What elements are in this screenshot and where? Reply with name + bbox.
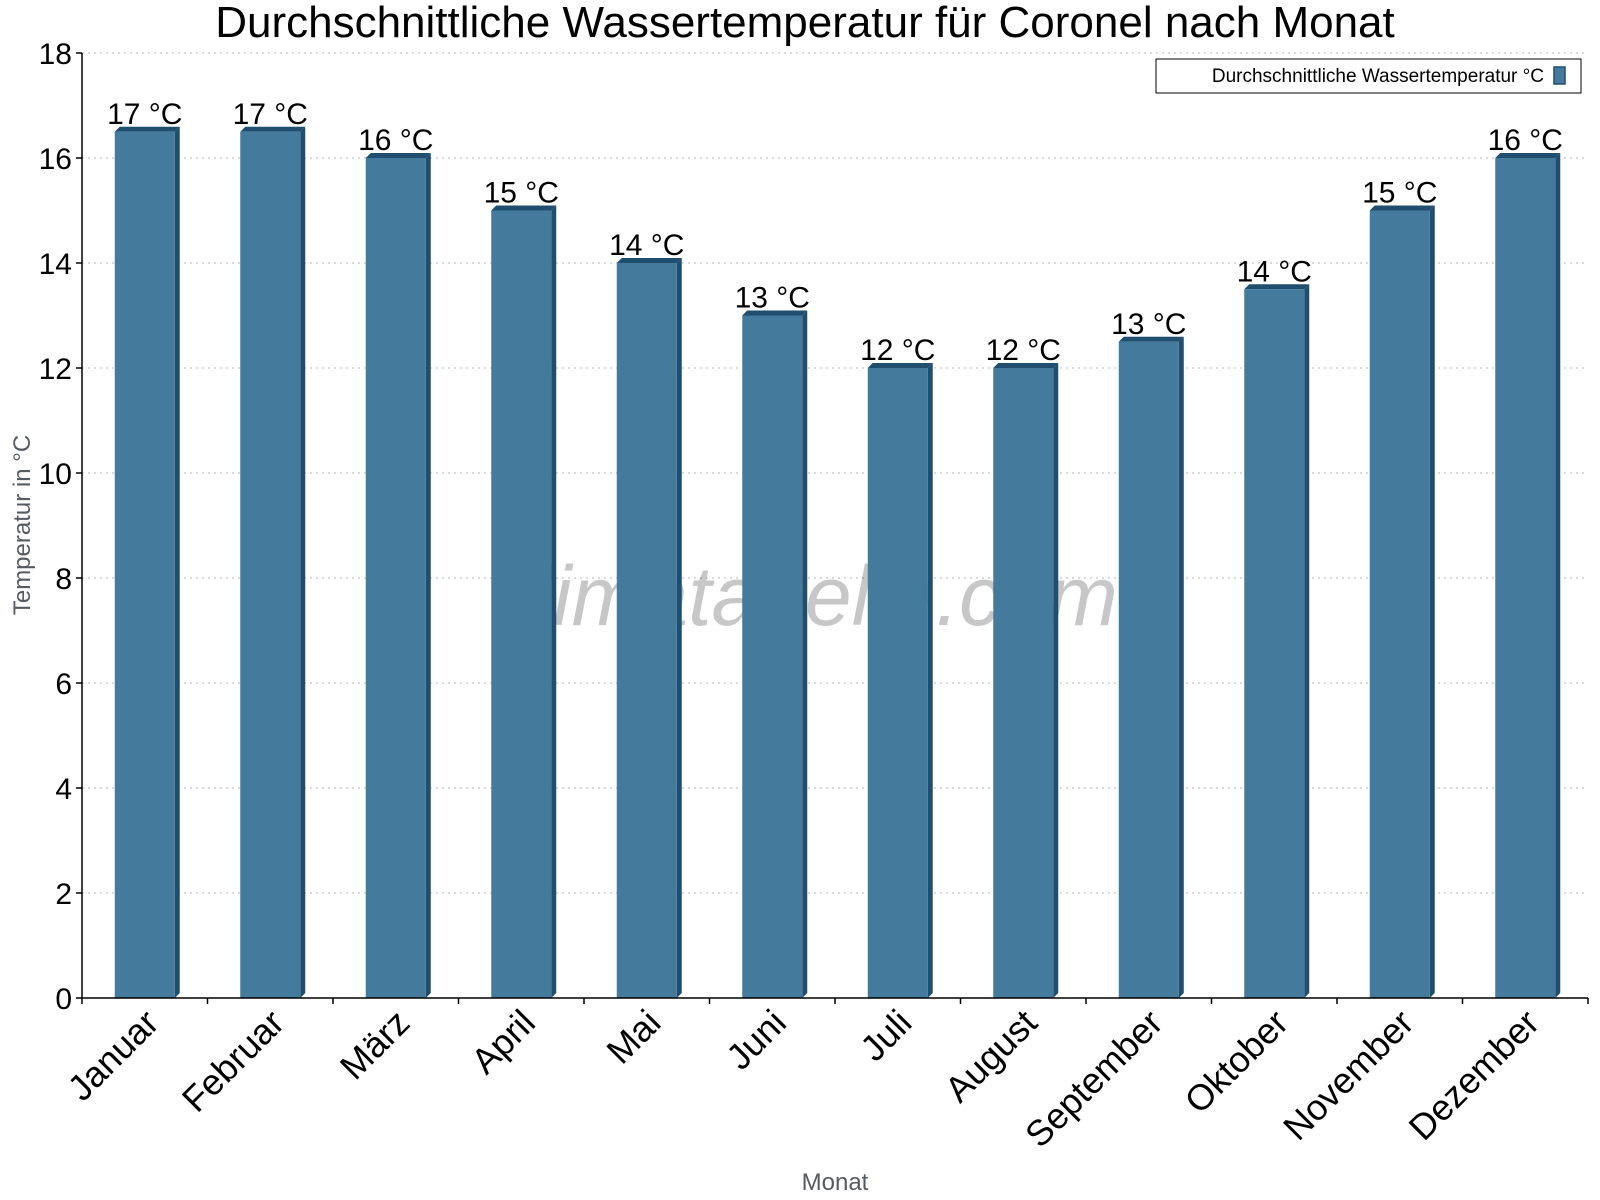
x-tick-label: Juni — [718, 1002, 794, 1078]
legend-label: Durchschnittliche Wassertemperatur °C — [1212, 66, 1544, 87]
bar — [867, 363, 933, 998]
y-tick-label: 6 — [55, 668, 72, 701]
x-tick-label: September — [1017, 1002, 1171, 1156]
x-tick-label: Februar — [174, 1002, 292, 1120]
bar-top — [114, 126, 180, 132]
bar — [114, 126, 180, 998]
bar-side — [1429, 205, 1435, 998]
bar — [1369, 205, 1435, 998]
x-tick-label: Oktober — [1176, 1002, 1296, 1122]
bar-front — [1369, 210, 1430, 998]
x-tick-label: Dezember — [1400, 1002, 1546, 1148]
bar-front — [1118, 341, 1179, 998]
bar — [616, 258, 682, 998]
x-tick-label: Mai — [598, 1002, 668, 1072]
bar-top — [1118, 336, 1184, 342]
bar-side — [1053, 363, 1059, 998]
bar-side — [1304, 284, 1310, 998]
bar — [1118, 336, 1184, 998]
bar-side — [676, 258, 682, 998]
legend: Durchschnittliche Wassertemperatur °C — [1155, 58, 1582, 94]
bar-top — [993, 363, 1059, 368]
legend-box — [1155, 58, 1582, 94]
value-label: 16 °C — [358, 124, 433, 157]
bar-front — [1495, 158, 1556, 998]
bar — [742, 310, 808, 998]
value-label: 12 °C — [986, 334, 1061, 367]
y-ticks: 0 2 4 6 8 10 12 14 16 18 — [39, 38, 82, 1016]
chart-title: Durchschnittliche Wassertemperatur für C… — [215, 0, 1395, 47]
grid-lines — [82, 52, 1588, 894]
value-label: 17 °C — [107, 98, 182, 131]
bar-top — [1495, 153, 1561, 158]
bars — [114, 126, 1561, 998]
x-tick-label: Juli — [852, 1002, 919, 1069]
y-tick-label: 16 — [39, 143, 72, 176]
bar-side — [425, 153, 431, 998]
x-tick-label: November — [1275, 1002, 1421, 1148]
bar-top — [616, 258, 682, 263]
value-label: 14 °C — [1237, 255, 1312, 288]
bar — [1495, 153, 1561, 998]
x-tick-label: April — [463, 1002, 543, 1082]
bar-side — [300, 126, 306, 998]
bar-top — [742, 310, 808, 316]
value-label: 17 °C — [233, 98, 308, 131]
bar-front — [1244, 289, 1305, 998]
value-label: 15 °C — [1362, 177, 1437, 210]
bar — [240, 126, 306, 998]
bar — [491, 205, 557, 998]
bar-side — [1178, 336, 1184, 998]
y-tick-label: 18 — [39, 38, 72, 71]
x-ticks: Januar Februar März April Mai Juni Juli AugustS… — [60, 998, 1589, 1156]
x-axis-label: Monat — [802, 1169, 869, 1196]
bar-side — [551, 205, 557, 998]
bar-top — [491, 205, 557, 211]
legend-swatch — [1553, 66, 1566, 85]
bar-front — [114, 131, 175, 998]
bar-top — [240, 126, 306, 132]
bar-front — [993, 368, 1054, 998]
bar-top — [1244, 284, 1310, 290]
x-tick-label: Januar — [60, 1002, 167, 1109]
bar-front — [867, 368, 928, 998]
value-label: 12 °C — [860, 334, 935, 367]
bar-front — [365, 158, 426, 998]
y-tick-label: 2 — [55, 878, 72, 911]
bar-side — [927, 363, 933, 998]
y-tick-label: 8 — [55, 563, 72, 596]
bar-side — [802, 310, 808, 998]
y-tick-label: 0 — [55, 983, 72, 1016]
y-tick-label: 12 — [39, 353, 72, 386]
y-tick-label: 10 — [39, 458, 72, 491]
x-tick-label: August — [937, 1002, 1045, 1110]
y-tick-label: 4 — [55, 773, 72, 806]
y-tick-label: 14 — [39, 248, 72, 281]
value-labels: 17 °C 17 °C 16 °C 15 °C 14 °C 13 °C 12 °C 12 °C… — [107, 98, 1563, 367]
bar — [993, 363, 1059, 998]
value-label: 14 °C — [609, 229, 684, 262]
bar-top — [1369, 205, 1435, 211]
bar-side — [174, 126, 180, 998]
bar-side — [1555, 153, 1561, 998]
bar-front — [240, 131, 301, 998]
bar — [365, 153, 431, 998]
value-label: 16 °C — [1488, 124, 1563, 157]
bar-front — [742, 315, 803, 998]
bar-top — [867, 363, 933, 368]
value-label: 13 °C — [735, 282, 810, 315]
value-label: 15 °C — [484, 177, 559, 210]
bar-front — [616, 263, 677, 998]
bar-front — [491, 210, 552, 998]
bar-top — [365, 153, 431, 158]
bar — [1244, 284, 1310, 998]
x-tick-label: März — [332, 1002, 418, 1088]
y-axis-label: Temperatur in °C — [9, 435, 36, 615]
value-label: 13 °C — [1111, 308, 1186, 341]
